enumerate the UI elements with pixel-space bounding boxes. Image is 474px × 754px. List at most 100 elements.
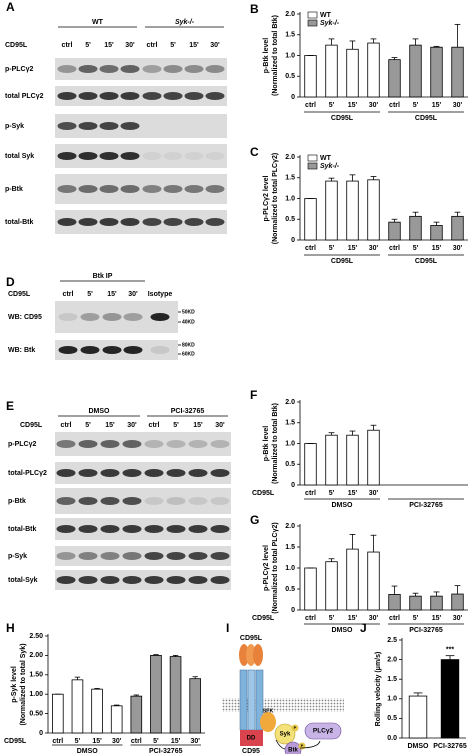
bar <box>409 215 422 241</box>
bar <box>325 44 338 98</box>
pathway-diagram <box>222 644 344 754</box>
y-axis-label: (Normalized to total PLCγ2) <box>272 522 279 613</box>
x-tick-label: 30' <box>369 245 379 252</box>
bar <box>367 429 380 486</box>
blot-band <box>210 440 230 448</box>
blot-band <box>144 497 164 505</box>
y-tick-label: 0.5 <box>387 715 397 722</box>
blot-band <box>78 92 98 100</box>
bar <box>52 693 64 734</box>
blot-band <box>166 576 186 584</box>
blot-band <box>122 497 142 505</box>
lane-label: 30' <box>128 291 138 298</box>
receptor <box>239 669 248 731</box>
panel-label: H <box>6 621 15 635</box>
bar <box>430 225 443 241</box>
y-tick-label: 0 <box>291 607 295 614</box>
lane-label: 15' <box>189 42 199 49</box>
y-axis-label: p-Btk level <box>263 38 270 73</box>
blot-row-label: WB: CD95 <box>8 314 42 321</box>
y-axis-label: (Normalized to total Syk) <box>20 643 27 725</box>
y-tick-label: 1.0 <box>285 440 295 447</box>
y-tick-label: 1.5 <box>285 544 295 551</box>
blot-band <box>205 65 225 73</box>
lane-label: 30' <box>215 422 225 429</box>
y-axis-label: p-Syk level <box>11 666 18 703</box>
plcg2 <box>304 722 342 740</box>
x-tick-label: DMSO <box>408 743 430 750</box>
diagram-label: CD95 <box>242 748 260 754</box>
bar <box>150 655 162 734</box>
size-marker: 50KD <box>182 309 195 315</box>
blot-header: CD95L <box>5 42 28 49</box>
group-label: PCI-32765 <box>409 502 443 509</box>
bar <box>367 42 380 98</box>
blot-band <box>100 497 120 505</box>
bar <box>304 55 317 98</box>
x-tick-label: 5' <box>329 245 335 252</box>
blot-band <box>56 440 76 448</box>
x-tick-label: 5' <box>413 102 419 109</box>
blot-band <box>142 152 162 160</box>
x-tick-label: 5' <box>329 615 335 622</box>
blot-strip <box>55 546 231 566</box>
panel-label: E <box>6 399 14 413</box>
y-axis-label: (Normalized to total PLCγ2) <box>272 153 279 244</box>
diagram-label: SFK <box>263 708 274 714</box>
blot-group: PCI-32765 <box>171 408 205 415</box>
blot-band <box>57 65 77 73</box>
x-tick-label: 30' <box>190 738 200 745</box>
y-tick-label: 2.0 <box>285 11 295 18</box>
y-tick-label: 1.0 <box>285 195 295 202</box>
blot-row-label: total PLCγ2 <box>5 93 44 100</box>
blot-band <box>100 469 120 477</box>
bar <box>346 180 359 241</box>
blot-band <box>99 65 119 73</box>
blot-band <box>58 346 78 354</box>
y-tick-label: 1.50 <box>29 672 43 679</box>
blot-band <box>56 497 76 505</box>
lane-label: 5' <box>85 42 91 49</box>
blot-band <box>78 440 98 448</box>
phospho <box>291 724 299 732</box>
blot-band <box>188 552 208 560</box>
blot-band <box>78 469 98 477</box>
x-tick-label: ctrl <box>305 102 316 109</box>
blot-band <box>57 185 77 193</box>
blot-band <box>210 525 230 533</box>
y-tick-label: 2.0 <box>387 656 397 663</box>
x-tick-label: 30' <box>453 102 463 109</box>
blot-band <box>142 218 162 226</box>
blot-band <box>57 152 77 160</box>
blot-group: Syk-/- <box>175 19 195 26</box>
diagram-label: DD <box>247 736 256 742</box>
blot-row-label: total-Btk <box>8 526 36 533</box>
blot-band <box>188 497 208 505</box>
blot-header: CD95L <box>8 291 31 298</box>
blot-band <box>188 525 208 533</box>
legend-label: WT <box>320 12 332 19</box>
x-tick-label: 5' <box>329 102 335 109</box>
blot-band <box>78 122 98 130</box>
lane-label: Isotype <box>148 291 173 298</box>
x-tick-label: 15' <box>348 490 358 497</box>
blot-band <box>123 346 143 354</box>
blot-band <box>78 218 98 226</box>
blot-band <box>210 576 230 584</box>
blot-band <box>122 576 142 584</box>
blot-band <box>144 576 164 584</box>
blot-band <box>78 525 98 533</box>
lane-label: 15' <box>107 291 117 298</box>
y-tick-label: 1.5 <box>387 676 397 683</box>
bar <box>409 44 422 98</box>
blot-band <box>78 497 98 505</box>
bar <box>346 548 359 611</box>
legend-swatch <box>307 19 318 27</box>
blot-band <box>56 525 76 533</box>
group-label: CD95L <box>415 115 438 122</box>
blot-group: WT <box>92 19 104 26</box>
blot-header: CD95L <box>20 422 43 429</box>
y-tick-label: 1.0 <box>285 565 295 572</box>
receptor <box>247 669 256 731</box>
